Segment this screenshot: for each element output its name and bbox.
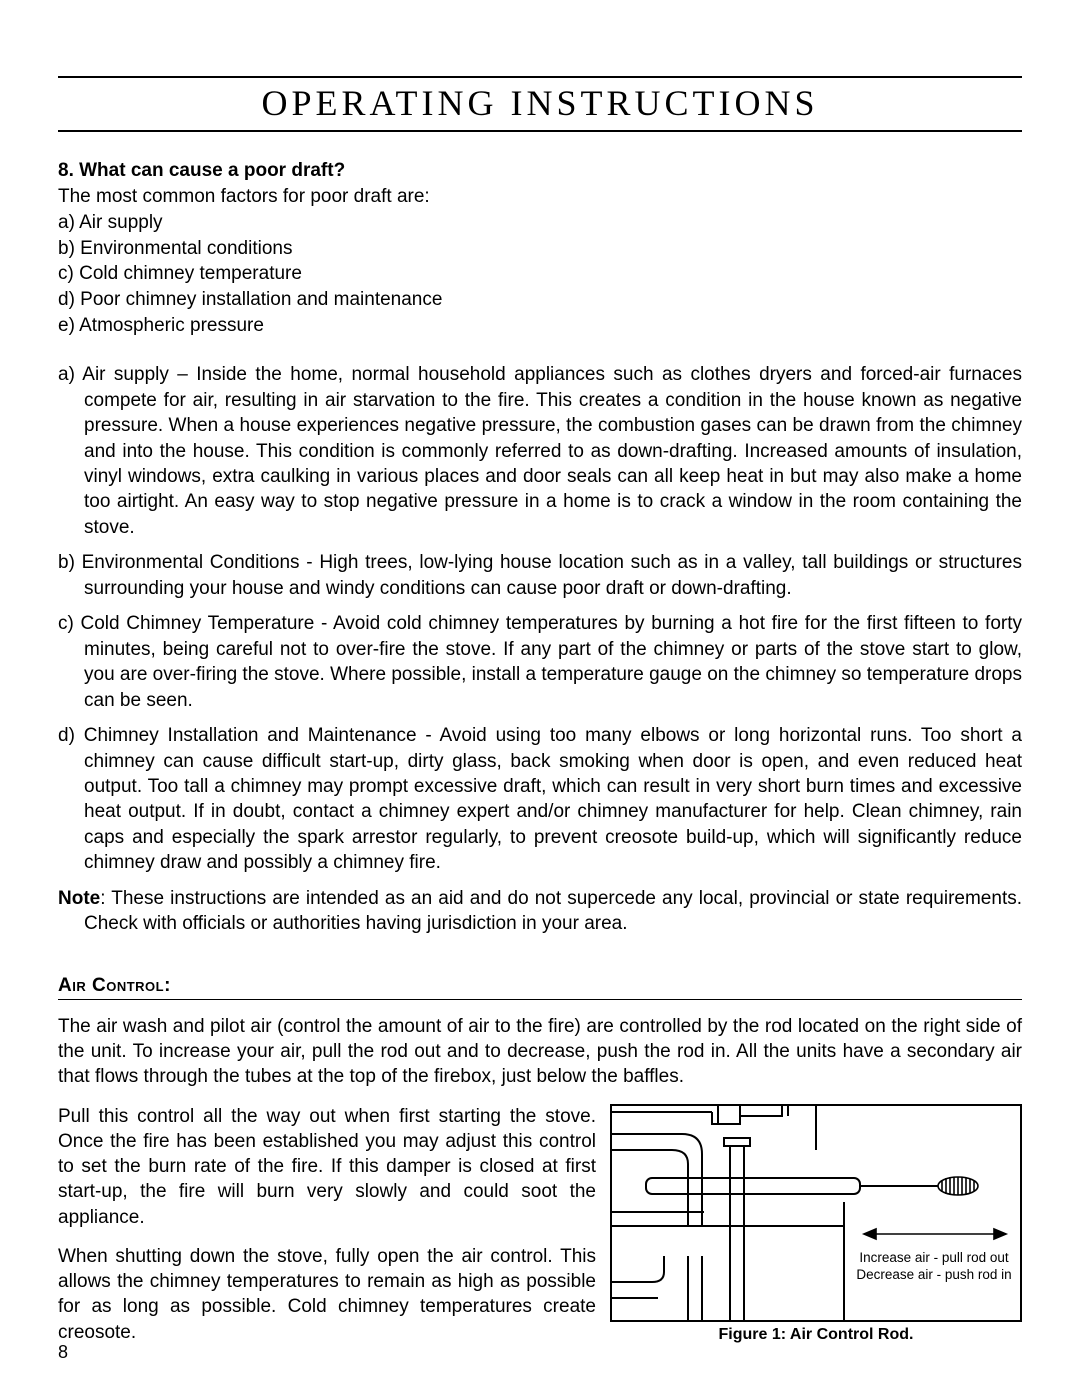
detail-text: a) Air supply – Inside the home, normal … — [58, 362, 1022, 540]
note-label: Note — [58, 888, 100, 909]
list-item: b) Environmental conditions — [58, 236, 1022, 262]
q8-detail-c: c) Cold Chimney Temperature - Avoid cold… — [58, 611, 1022, 713]
air-control-rod-icon — [612, 1106, 1020, 1320]
page-title-rule: Operating Instructions — [58, 76, 1022, 132]
q8-detail-b: b) Environmental Conditions - High trees… — [58, 550, 1022, 601]
list-item: e) Atmospheric pressure — [58, 313, 1022, 339]
figure-1-caption: Figure 1: Air Control Rod. — [610, 1326, 1022, 1344]
air-control-p2: Pull this control all the way out when f… — [58, 1104, 596, 1230]
list-item: d) Poor chimney installation and mainten… — [58, 287, 1022, 313]
q8-note: Note: These instructions are intended as… — [58, 886, 1022, 937]
q8-detail-d: d) Chimney Installation and Maintenance … — [58, 723, 1022, 876]
detail-text: d) Chimney Installation and Maintenance … — [58, 723, 1022, 876]
detail-text: b) Environmental Conditions - High trees… — [58, 550, 1022, 601]
figure-1-diagram: Increase air - pull rod out Decrease air… — [610, 1104, 1022, 1322]
detail-text: c) Cold Chimney Temperature - Avoid cold… — [58, 611, 1022, 713]
page-number: 8 — [58, 1342, 68, 1363]
note-text: : These instructions are intended as an … — [84, 888, 1022, 934]
list-item: a) Air supply — [58, 210, 1022, 236]
air-control-p1: The air wash and pilot air (control the … — [58, 1014, 1022, 1090]
figure-label-decrease: Decrease air - push rod in — [852, 1267, 1016, 1284]
figure-label-increase: Increase air - pull rod out — [852, 1250, 1016, 1267]
q8-intro: The most common factors for poor draft a… — [58, 186, 1022, 208]
air-control-p3: When shutting down the stove, fully open… — [58, 1244, 596, 1345]
q8-detail-a: a) Air supply – Inside the home, normal … — [58, 362, 1022, 540]
figure-1: Increase air - pull rod out Decrease air… — [610, 1104, 1022, 1344]
list-item: c) Cold chimney temperature — [58, 261, 1022, 287]
q8-heading: 8. What can cause a poor draft? — [58, 160, 1022, 182]
air-control-heading: Air Control: — [58, 975, 171, 996]
air-control-rule: Air Control: — [58, 975, 1022, 1000]
page-title: Operating Instructions — [58, 82, 1022, 124]
q8-factor-list: a) Air supply b) Environmental condition… — [58, 210, 1022, 338]
